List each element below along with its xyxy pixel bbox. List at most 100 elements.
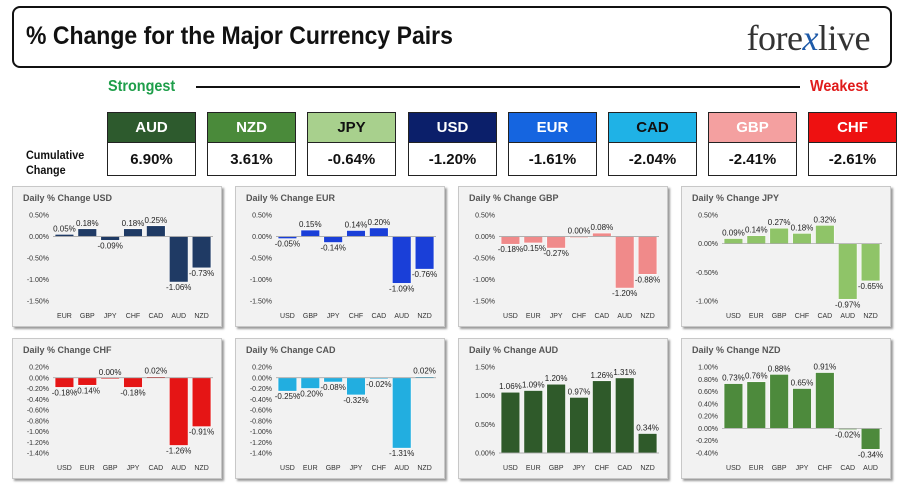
x-tick-label: CHF bbox=[349, 313, 363, 320]
chart-panel-2: Daily % Change EUR 0.50% 0.00% -0.50% -1.00%… bbox=[235, 186, 445, 327]
bar-nzd bbox=[637, 433, 658, 454]
data-label: -1.20% bbox=[612, 289, 637, 298]
y-tick-label: 0.20% bbox=[29, 365, 49, 372]
currency-tile-value: 6.90% bbox=[107, 143, 196, 176]
data-label: 0.14% bbox=[345, 220, 368, 229]
x-tick-label: CAD bbox=[594, 313, 609, 320]
bar-jpy bbox=[323, 236, 343, 243]
x-tick-label: EUR bbox=[749, 465, 764, 472]
data-label: 0.34% bbox=[636, 424, 659, 433]
data-label: 0.91% bbox=[814, 363, 837, 372]
data-label: -0.14% bbox=[320, 244, 345, 253]
y-tick-label: -1.00% bbox=[27, 429, 49, 436]
bar-nzd bbox=[191, 377, 212, 427]
data-label: -0.34% bbox=[858, 450, 883, 459]
currency-tile-value: -1.61% bbox=[508, 143, 597, 176]
currency-tile-name: JPY bbox=[307, 112, 396, 143]
data-label: -0.18% bbox=[120, 388, 145, 397]
x-tick-label: CHF bbox=[818, 465, 832, 472]
x-tick-label: CAD bbox=[840, 465, 855, 472]
x-tick-label: JPY bbox=[350, 465, 363, 472]
x-tick-label: GBP bbox=[772, 465, 787, 472]
x-tick-label: CHF bbox=[595, 465, 609, 472]
data-label: -0.05% bbox=[275, 240, 300, 249]
x-tick-label: AUD bbox=[863, 465, 878, 472]
chart-title: Daily % Change EUR bbox=[246, 193, 336, 203]
bar-nzd bbox=[191, 236, 212, 269]
currency-tile-jpy: JPY -0.64% bbox=[307, 112, 396, 176]
bar-cad bbox=[615, 377, 635, 454]
data-label: -0.32% bbox=[343, 396, 368, 405]
bar-chf bbox=[792, 233, 812, 244]
chart-svg: Daily % Change JPY 0.50% 0.00% -0.50% -1.00%… bbox=[692, 193, 883, 320]
x-tick-label: GBP bbox=[549, 465, 564, 472]
data-label: 0.02% bbox=[413, 367, 436, 376]
data-label: 0.09% bbox=[722, 229, 745, 238]
x-tick-label: EUR bbox=[526, 313, 541, 320]
bar-chf bbox=[592, 380, 612, 454]
data-label: 0.20% bbox=[368, 218, 391, 227]
x-tick-label: NZD bbox=[194, 313, 208, 320]
y-tick-label: 0.00% bbox=[252, 375, 272, 382]
y-tick-label: 0.20% bbox=[252, 365, 272, 372]
bar-usd bbox=[54, 377, 75, 388]
bar-gbp bbox=[77, 228, 97, 237]
bar-gbp bbox=[769, 374, 789, 429]
bar-aud bbox=[169, 236, 189, 283]
y-tick-label: -1.50% bbox=[473, 299, 495, 306]
data-label: 0.76% bbox=[745, 372, 768, 381]
x-tick-label: USD bbox=[726, 313, 741, 320]
currency-tile-nzd: NZD 3.61% bbox=[207, 112, 296, 176]
chart-panel-7: Daily % Change AUD 1.50% 1.00% 0.50% 0.00% 1.… bbox=[458, 338, 668, 479]
x-tick-label: EUR bbox=[303, 465, 318, 472]
y-tick-label: -1.00% bbox=[250, 429, 272, 436]
bar-aud bbox=[169, 377, 189, 446]
x-tick-label: USD bbox=[726, 465, 741, 472]
data-label: 0.32% bbox=[814, 215, 837, 224]
bar-eur bbox=[77, 377, 97, 386]
data-label: 0.14% bbox=[745, 226, 768, 235]
y-tick-label: 0.00% bbox=[698, 241, 718, 248]
x-tick-label: NZD bbox=[640, 465, 654, 472]
bar-chf bbox=[123, 228, 143, 237]
data-label: -0.73% bbox=[189, 269, 214, 278]
chart-title: Daily % Change JPY bbox=[692, 193, 779, 203]
bar-eur bbox=[746, 235, 766, 244]
bar-nzd bbox=[637, 236, 658, 275]
y-tick-label: 1.00% bbox=[698, 365, 718, 372]
y-tick-label: -1.50% bbox=[250, 299, 272, 306]
y-tick-label: -0.80% bbox=[27, 418, 49, 425]
data-label: 0.00% bbox=[568, 227, 591, 236]
y-tick-label: -1.40% bbox=[27, 451, 49, 458]
x-tick-label: JPY bbox=[573, 465, 586, 472]
currency-tile-name: AUD bbox=[107, 112, 196, 143]
chart-panel-1: Daily % Change USD 0.50% 0.00% -0.50% -1.00%… bbox=[12, 186, 222, 327]
y-tick-label: 0.00% bbox=[29, 234, 49, 241]
data-label: -0.27% bbox=[543, 249, 568, 258]
x-tick-label: USD bbox=[280, 465, 295, 472]
x-tick-label: JPY bbox=[327, 313, 340, 320]
y-tick-label: -1.00% bbox=[27, 277, 49, 284]
x-tick-label: AUD bbox=[394, 465, 409, 472]
page-title: % Change for the Major Currency Pairs bbox=[26, 22, 453, 50]
bar-eur bbox=[523, 236, 543, 244]
currency-tile-cad: CAD -2.04% bbox=[608, 112, 697, 176]
bar-cad bbox=[815, 225, 835, 244]
y-tick-label: 1.00% bbox=[475, 393, 495, 400]
data-label: -0.09% bbox=[97, 241, 122, 250]
data-label: 0.02% bbox=[145, 367, 168, 376]
data-label: 0.27% bbox=[768, 218, 791, 227]
data-label: -0.18% bbox=[52, 388, 77, 397]
currency-tile-name: GBP bbox=[708, 112, 797, 143]
currency-tile-aud: AUD 6.90% bbox=[107, 112, 196, 176]
data-label: -1.06% bbox=[166, 283, 191, 292]
chart-panel-3: Daily % Change GBP 0.50% 0.00% -0.50% -1.00%… bbox=[458, 186, 668, 327]
chart-panel-5: Daily % Change CHF 0.20% 0.00% -0.20% -0.40%… bbox=[12, 338, 222, 479]
data-label: 0.18% bbox=[791, 223, 814, 232]
bar-usd bbox=[277, 377, 298, 392]
bar-eur bbox=[523, 390, 543, 454]
bar-cad bbox=[146, 225, 166, 237]
x-tick-label: CHF bbox=[572, 313, 586, 320]
x-tick-label: NZD bbox=[417, 313, 431, 320]
x-tick-label: USD bbox=[503, 465, 518, 472]
